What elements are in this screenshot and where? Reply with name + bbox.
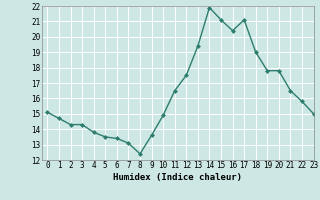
X-axis label: Humidex (Indice chaleur): Humidex (Indice chaleur)	[113, 173, 242, 182]
